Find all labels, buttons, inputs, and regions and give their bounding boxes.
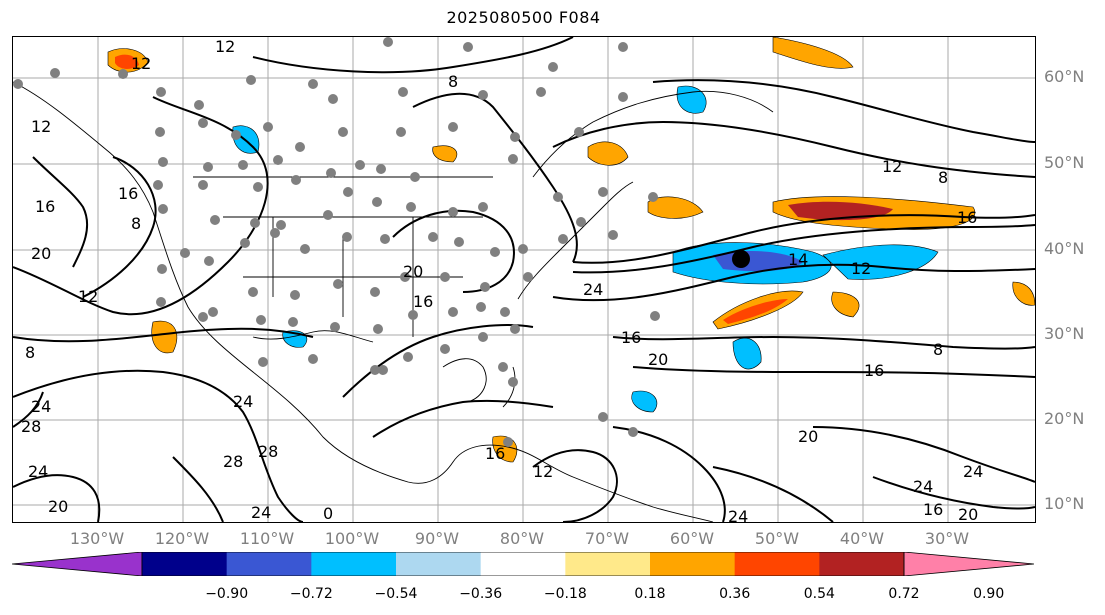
contour-label: 24	[583, 280, 603, 299]
colorbar-tick-label: 0.36	[719, 586, 751, 602]
contour-label: 12	[882, 157, 902, 176]
contour-label: 16	[485, 444, 505, 463]
colorbar-outline	[141, 552, 905, 576]
contour-label: 20	[403, 262, 423, 281]
colorbar-tick-label: 0.54	[803, 586, 835, 602]
coastlines	[13, 81, 774, 522]
longitude-label: 120°W	[154, 529, 210, 548]
longitude-label: 130°W	[69, 529, 125, 548]
colorbar-swatch	[226, 552, 312, 576]
longitude-label: 50°W	[754, 529, 800, 548]
contour-label: 8	[131, 214, 141, 233]
colorbar-swatch	[650, 552, 736, 576]
contour-label: 16	[957, 208, 977, 227]
contour-label: 28	[21, 417, 41, 436]
map-canvas: 12 12 8 12 16 16 8 20 12 8 24 20 16 20 2…	[13, 37, 1035, 522]
contour-label: 16	[118, 184, 138, 203]
colorbar-tick-label: 0.18	[634, 586, 666, 602]
contour-label: 8	[938, 168, 948, 187]
latitude-label: 20°N	[1044, 409, 1085, 428]
contour-label: 20	[648, 350, 668, 369]
contour-label: 12	[78, 287, 98, 306]
colorbar-underflow-swatch	[12, 552, 143, 576]
latitude-label: 50°N	[1044, 153, 1085, 172]
longitude-label: 60°W	[669, 529, 715, 548]
contour-label: 24	[31, 397, 51, 416]
contour-label: 16	[923, 500, 943, 519]
contour-label: 8	[25, 343, 35, 362]
contour-label: 12	[31, 117, 51, 136]
longitude-label: 40°W	[839, 529, 885, 548]
contour-label: 12	[533, 462, 553, 481]
colorbar-swatch	[734, 552, 820, 576]
longitude-label: 110°W	[239, 529, 295, 548]
colorbar-swatch	[480, 552, 566, 576]
colorbar-swatch	[819, 552, 905, 576]
contour-label: 24	[728, 507, 748, 522]
contour-label: 12	[215, 37, 235, 56]
colorbar-tick-label: −0.90	[205, 586, 249, 602]
colorbar-tick-label: −0.18	[543, 586, 587, 602]
contour-label: 8	[933, 340, 943, 359]
contour-label: 28	[223, 452, 243, 471]
contour-label: 24	[28, 462, 48, 481]
latitude-label: 60°N	[1044, 67, 1085, 86]
contour-label: 24	[233, 392, 253, 411]
contour-label-group: 12 12 8 12 16 16 8 20 12 8 24 20 16 20 2…	[21, 37, 983, 522]
station-markers	[13, 37, 660, 447]
latitude-label: 30°N	[1044, 324, 1085, 343]
contour-label: 20	[958, 505, 978, 522]
contour-label: 24	[963, 462, 983, 481]
colorbar-swatch	[396, 552, 482, 576]
colorbar-tick-label: 0.72	[888, 586, 920, 602]
contour-label: 24	[251, 503, 271, 522]
contour-label: 14	[788, 250, 808, 269]
longitude-label: 30°W	[924, 529, 970, 548]
low-center-marker	[732, 250, 750, 268]
colorbar-tick-label: −0.36	[459, 586, 503, 602]
colorbar-overflow-swatch	[903, 552, 1034, 576]
shaded-field	[107, 37, 1035, 463]
colorbar-tick-label: −0.54	[374, 586, 418, 602]
contour-label: 0	[323, 504, 333, 522]
weather-map: 12 12 8 12 16 16 8 20 12 8 24 20 16 20 2…	[12, 36, 1036, 523]
longitude-label: 100°W	[324, 529, 380, 548]
contour-label: 16	[35, 197, 55, 216]
colorbar	[12, 552, 1034, 576]
contours	[13, 37, 1035, 522]
colorbar-swatches	[12, 552, 1034, 576]
contour-label: 16	[864, 361, 884, 380]
contour-label: 20	[31, 244, 51, 263]
contour-label: 8	[448, 72, 458, 91]
map-title: 2025080500 F084	[446, 8, 601, 27]
longitude-label: 90°W	[414, 529, 460, 548]
latitude-label: 40°N	[1044, 239, 1085, 258]
contour-label: 20	[48, 497, 68, 516]
contour-label: 28	[258, 442, 278, 461]
longitude-label: 70°W	[584, 529, 630, 548]
contour-label: 16	[621, 328, 641, 347]
contour-label: 12	[131, 54, 151, 73]
colorbar-swatch	[311, 552, 397, 576]
colorbar-swatch	[142, 552, 228, 576]
latitude-label: 10°N	[1044, 494, 1085, 513]
colorbar-tick-label: 0.90	[973, 586, 1005, 602]
contour-label: 16	[413, 292, 433, 311]
longitude-label: 80°W	[499, 529, 545, 548]
colorbar-tick-label: −0.72	[289, 586, 333, 602]
contour-label: 20	[798, 427, 818, 446]
contour-label: 12	[851, 259, 871, 278]
contour-label: 24	[913, 477, 933, 496]
colorbar-swatch	[565, 552, 651, 576]
